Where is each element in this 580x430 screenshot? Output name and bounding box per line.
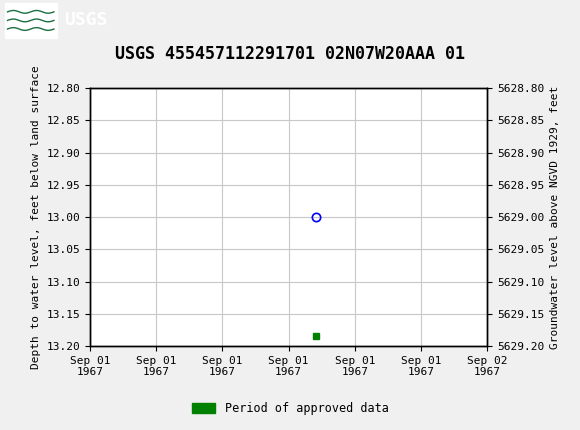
Text: USGS: USGS [64,12,107,29]
FancyBboxPatch shape [5,3,57,37]
Legend: Period of approved data: Period of approved data [187,397,393,420]
Text: USGS 455457112291701 02N07W20AAA 01: USGS 455457112291701 02N07W20AAA 01 [115,45,465,63]
Y-axis label: Depth to water level, feet below land surface: Depth to water level, feet below land su… [31,65,41,369]
Y-axis label: Groundwater level above NGVD 1929, feet: Groundwater level above NGVD 1929, feet [550,86,560,349]
